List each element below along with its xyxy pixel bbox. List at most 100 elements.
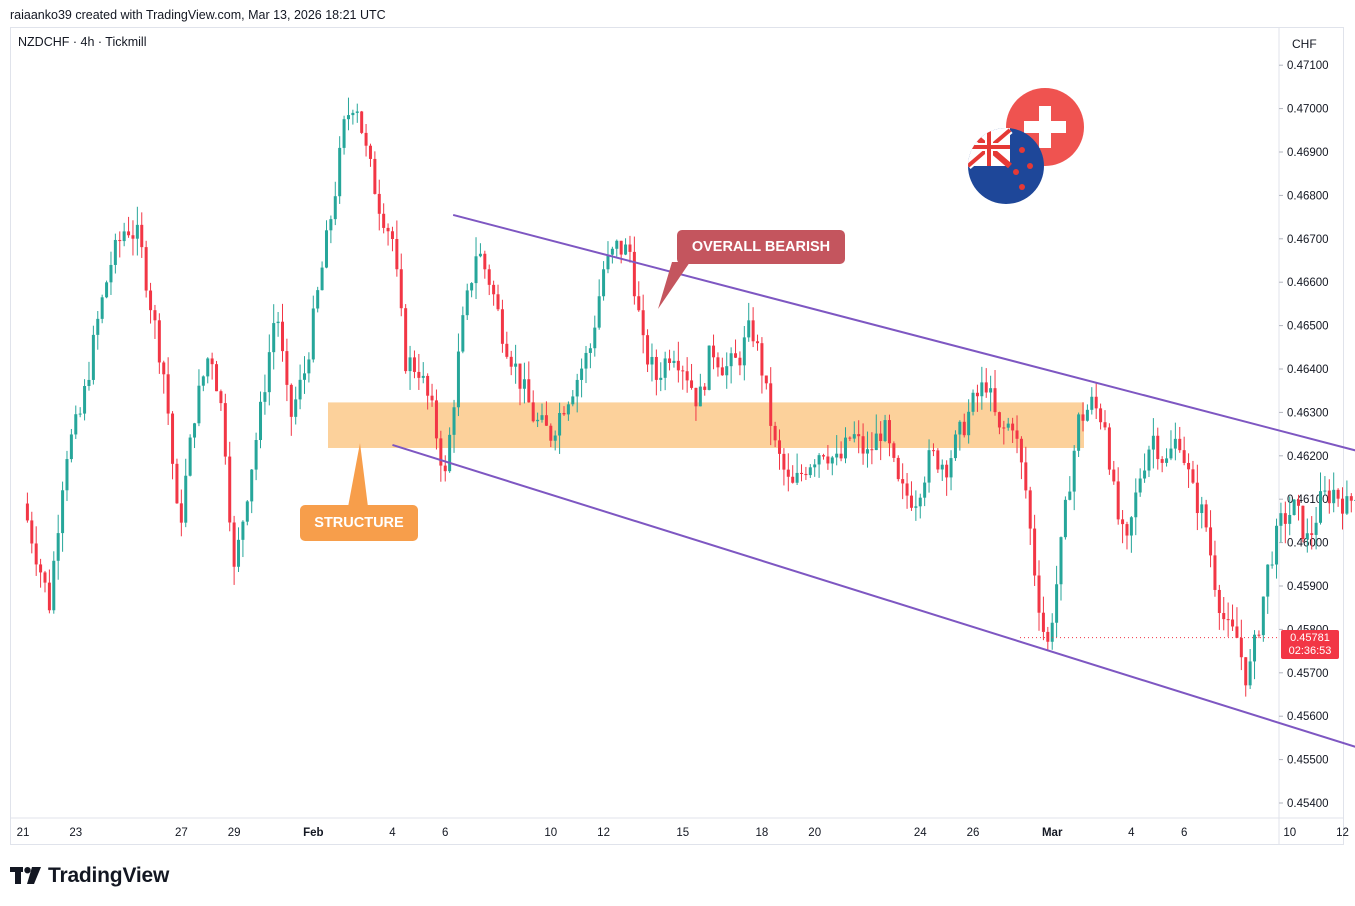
y-tick-label: 0.47100 (1287, 60, 1329, 72)
structure-callout[interactable]: STRUCTURE (300, 505, 418, 541)
tradingview-logo-text: TradingView (48, 864, 170, 887)
x-tick-label: Feb (303, 827, 323, 839)
candle (237, 527, 241, 572)
candle (465, 283, 469, 321)
x-tick-label: 24 (914, 827, 927, 839)
candle (1151, 418, 1155, 469)
candle (219, 389, 223, 411)
candle (1063, 496, 1067, 540)
candle (373, 151, 377, 195)
candle (892, 441, 896, 463)
tradingview-logo[interactable]: TradingView (10, 864, 169, 888)
candle (1143, 453, 1147, 483)
candle (342, 115, 346, 155)
candle (883, 414, 887, 443)
candle (509, 350, 513, 376)
candle (1125, 521, 1129, 550)
candle (316, 286, 320, 313)
candle (294, 386, 298, 425)
candle (1191, 460, 1195, 484)
candle (817, 453, 821, 478)
candle (351, 109, 355, 125)
x-tick-label: 10 (544, 827, 557, 839)
candle (936, 448, 940, 473)
candle (949, 450, 953, 491)
candle (1187, 453, 1191, 488)
x-tick-label: 15 (676, 827, 689, 839)
candle (30, 511, 34, 554)
candle (1107, 423, 1111, 475)
candle (1129, 516, 1133, 553)
candle (1314, 506, 1318, 550)
candle (527, 361, 531, 403)
candle (448, 427, 452, 473)
candle (588, 343, 592, 369)
candle (443, 455, 447, 482)
x-tick-label: 6 (1181, 827, 1187, 839)
candle (47, 569, 51, 614)
candle (923, 476, 927, 507)
candle (901, 463, 905, 500)
candle (962, 413, 966, 438)
overall-bearish-callout[interactable]: OVERALL BEARISH (677, 230, 845, 264)
x-tick-label: Mar (1042, 827, 1063, 839)
candle (514, 344, 518, 384)
candle (1297, 494, 1301, 521)
candle (668, 349, 672, 371)
candle (500, 299, 504, 353)
candle (531, 390, 535, 423)
lower-trendline[interactable] (392, 443, 1355, 762)
candle (302, 356, 306, 394)
candle (989, 375, 993, 412)
candle (421, 362, 425, 384)
x-tick-label: 4 (1128, 827, 1135, 839)
candle (887, 414, 891, 457)
candle (813, 459, 817, 477)
candle (835, 435, 839, 466)
candle (558, 402, 562, 454)
last-price-tag: 0.45781 02:36:53 (1281, 630, 1339, 659)
upper-trendline[interactable] (452, 213, 1355, 488)
candle (39, 558, 43, 588)
candle (1134, 478, 1138, 536)
candle (56, 514, 60, 580)
candle (1173, 422, 1177, 461)
candle (993, 370, 997, 416)
candle (1275, 518, 1279, 579)
candle (1248, 649, 1252, 690)
candle (1319, 472, 1323, 525)
candle (725, 352, 729, 389)
symbol-info[interactable]: NZDCHF · 4h · Tickmill (18, 35, 147, 49)
candle (945, 460, 949, 496)
candle (610, 246, 614, 264)
candle (896, 455, 900, 482)
candle (747, 302, 751, 342)
y-tick-label: 0.46700 (1287, 234, 1329, 246)
candle (549, 423, 553, 448)
candle (408, 345, 412, 390)
candle (769, 367, 773, 446)
candle (307, 352, 311, 383)
candle (74, 405, 78, 439)
chart-frame[interactable] (10, 27, 1344, 845)
candle (179, 489, 183, 537)
candle (703, 383, 707, 396)
candle (1156, 427, 1160, 470)
x-tick-label: 10 (1283, 827, 1296, 839)
candle (1200, 496, 1204, 529)
y-tick-label: 0.46600 (1287, 277, 1329, 289)
candle (1037, 560, 1041, 631)
candle (786, 453, 790, 492)
candle (149, 282, 153, 324)
candle (1160, 456, 1164, 473)
candle (404, 304, 408, 374)
candle (333, 181, 337, 226)
candle (377, 179, 381, 231)
candle (760, 337, 764, 394)
candle (566, 401, 570, 421)
candle (1266, 564, 1270, 614)
candle (1231, 604, 1235, 631)
candle (250, 469, 254, 514)
candle (865, 431, 869, 468)
